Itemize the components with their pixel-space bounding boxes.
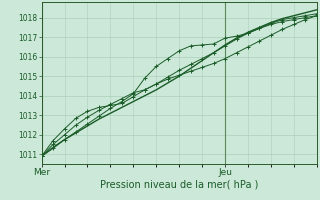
X-axis label: Pression niveau de la mer( hPa ): Pression niveau de la mer( hPa ) <box>100 180 258 190</box>
